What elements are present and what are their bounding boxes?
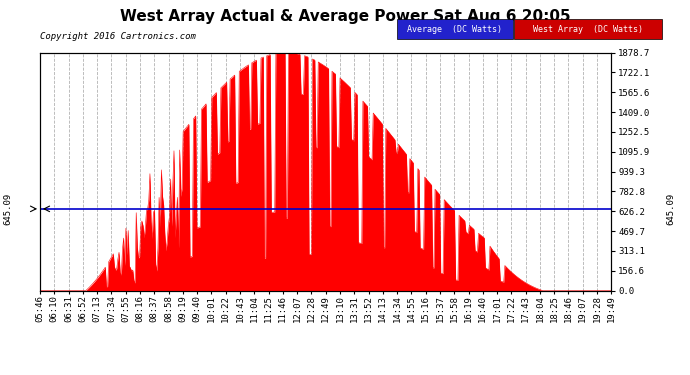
Text: West Array Actual & Average Power Sat Aug 6 20:05: West Array Actual & Average Power Sat Au… [119,9,571,24]
Text: 645.09: 645.09 [666,193,676,225]
Text: West Array  (DC Watts): West Array (DC Watts) [533,25,643,34]
Text: 645.09: 645.09 [3,193,13,225]
Text: Copyright 2016 Cartronics.com: Copyright 2016 Cartronics.com [40,32,196,41]
Text: Average  (DC Watts): Average (DC Watts) [407,25,502,34]
